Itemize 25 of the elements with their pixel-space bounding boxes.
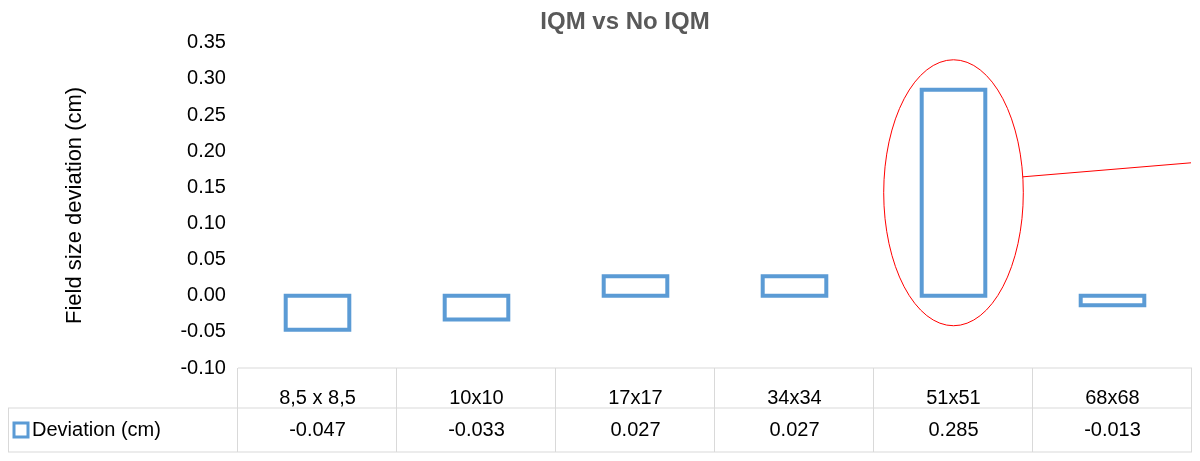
x-tick-label: 34x34 xyxy=(767,385,822,408)
x-tick-label: 68x68 xyxy=(1085,385,1140,408)
data-label: 0.285 xyxy=(928,417,979,440)
data-label: -0.033 xyxy=(448,417,505,440)
y-tick-label: 0.00 xyxy=(187,283,226,306)
x-tick-label: 51x51 xyxy=(926,385,981,408)
data-label: -0.013 xyxy=(1084,417,1141,440)
y-tick-label: 0.10 xyxy=(187,210,226,233)
y-tick-label: -0.05 xyxy=(180,319,226,342)
y-tick-label: 0.05 xyxy=(187,247,226,270)
x-tick-label: 17x17 xyxy=(608,385,663,408)
y-tick-label: 0.30 xyxy=(187,66,226,89)
x-tick-label: 10x10 xyxy=(449,385,504,408)
data-label: 0.027 xyxy=(769,417,820,440)
data-label: -0.047 xyxy=(289,417,346,440)
legend-label: Deviation (cm) xyxy=(32,417,161,440)
y-tick-label: 0.15 xyxy=(187,174,226,197)
y-tick-label: 0.25 xyxy=(187,102,226,125)
y-tick-label: -0.10 xyxy=(180,355,226,378)
chart-title: IQM vs No IQM xyxy=(540,7,710,35)
y-axis-title: Field size deviation (cm) xyxy=(61,86,87,324)
y-tick-label: 0.35 xyxy=(187,30,226,53)
x-tick-label: 8,5 x 8,5 xyxy=(279,385,356,408)
y-tick-label: 0.20 xyxy=(187,138,226,161)
data-label: 0.027 xyxy=(610,417,661,440)
